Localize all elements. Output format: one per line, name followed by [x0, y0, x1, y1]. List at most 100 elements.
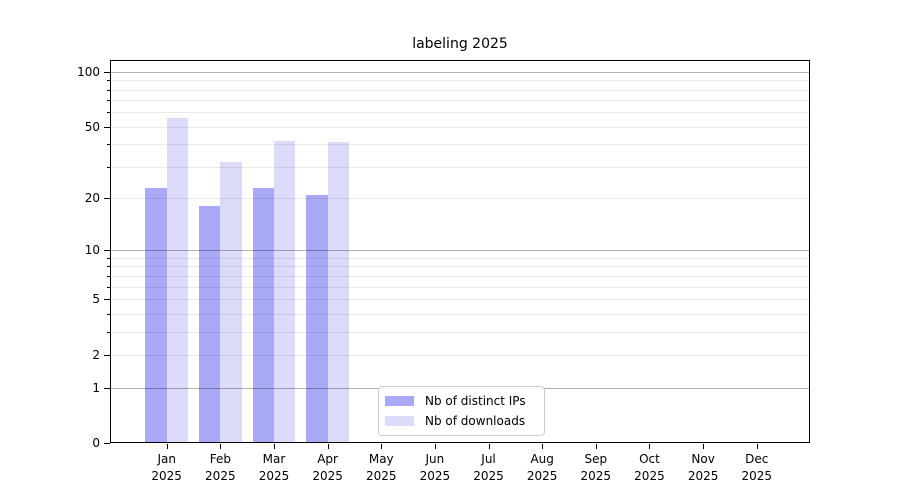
gridline-minor: [111, 286, 809, 288]
gridline-minor: [111, 257, 809, 259]
gridline-minor: [111, 166, 809, 168]
x-tick-label-mar: Mar 2025: [242, 451, 306, 485]
legend-swatch-downloads: [385, 415, 414, 427]
x-tick-month: Jan: [157, 452, 176, 466]
gridline-major: [111, 71, 809, 73]
x-tick-year: 2025: [365, 469, 397, 483]
y-tick-label: 20: [84, 191, 100, 206]
x-tick-month: Nov: [691, 452, 715, 466]
x-tick-year: 2025: [687, 469, 719, 483]
y-minor-tick-mark: [107, 112, 110, 114]
x-tick-label-jul: Jul 2025: [457, 451, 521, 485]
x-tick-label-feb: Feb 2025: [188, 451, 252, 485]
gridline-minor: [111, 266, 809, 268]
x-tick-label-aug: Aug 2025: [510, 451, 574, 485]
x-tick-mark: [166, 444, 168, 449]
x-tick-month: Mar: [262, 452, 286, 466]
y-minor-tick-mark: [107, 275, 110, 277]
gridline-minor: [111, 100, 809, 102]
x-tick-month: Jul: [481, 452, 496, 466]
x-tick-month: Apr: [317, 452, 338, 466]
x-tick-year: 2025: [205, 469, 236, 483]
gridline-minor: [111, 198, 809, 200]
x-tick-year: 2025: [258, 469, 290, 483]
y-tick-label: 2: [92, 347, 100, 362]
gridline-minor: [111, 89, 809, 91]
y-tick-mark: [104, 71, 110, 73]
x-tick-mark: [327, 444, 329, 449]
bar-downloads-jan: [166, 117, 189, 444]
gridline-minor: [111, 354, 809, 356]
x-tick-year: 2025: [580, 469, 612, 483]
x-tick-label-jun: Jun 2025: [403, 451, 467, 485]
x-tick-label-nov: Nov 2025: [671, 451, 735, 485]
x-tick-month: Sep: [584, 452, 608, 466]
legend-swatch-distinct-ips: [385, 395, 414, 407]
y-tick-label: 100: [77, 64, 100, 79]
gridline-minor: [111, 80, 809, 82]
y-minor-tick-mark: [107, 100, 110, 102]
x-tick-year: 2025: [634, 469, 665, 483]
x-tick-month: Feb: [209, 452, 231, 466]
bar-distinct-ips-feb: [198, 206, 221, 444]
gridline-minor: [111, 331, 809, 333]
x-tick-label-oct: Oct 2025: [617, 451, 681, 485]
x-tick-year: 2025: [419, 469, 451, 483]
x-tick-month: Jun: [425, 452, 445, 466]
x-tick-mark: [220, 444, 222, 449]
x-tick-year: 2025: [151, 469, 182, 483]
y-tick-label: 50: [84, 119, 100, 134]
x-tick-mark: [649, 444, 651, 449]
bar-distinct-ips-mar: [252, 187, 274, 444]
y-minor-tick-mark: [107, 166, 110, 168]
gridline-minor: [111, 275, 809, 277]
x-tick-year: 2025: [741, 469, 772, 483]
gridline-minor: [111, 299, 809, 301]
y-minor-tick-mark: [107, 257, 110, 259]
gridline-minor: [111, 112, 809, 114]
x-tick-mark: [756, 444, 758, 449]
x-tick-year: 2025: [473, 469, 504, 483]
gridline-minor: [111, 126, 809, 128]
x-tick-label-sep: Sep 2025: [564, 451, 628, 485]
y-minor-tick-mark: [107, 266, 110, 268]
legend-label: Nb of downloads: [425, 414, 526, 428]
bar-downloads-apr: [327, 142, 349, 444]
gridline-major: [111, 250, 809, 252]
x-tick-label-apr: Apr 2025: [296, 451, 360, 485]
x-tick-mark: [381, 444, 383, 449]
x-tick-month: Aug: [530, 452, 554, 466]
x-tick-label-jan: Jan 2025: [135, 451, 199, 485]
x-tick-mark: [703, 444, 705, 449]
y-minor-tick-mark: [107, 331, 110, 333]
y-tick-label: 5: [92, 292, 100, 307]
y-minor-tick-mark: [107, 313, 110, 315]
legend-label: Nb of distinct IPs: [425, 394, 526, 408]
y-tick-mark: [104, 443, 110, 445]
bar-distinct-ips-apr: [306, 194, 328, 444]
legend-entry: Nb of downloads: [385, 414, 538, 428]
y-minor-tick-mark: [107, 144, 110, 146]
x-tick-month: Oct: [639, 452, 660, 466]
x-tick-mark: [273, 444, 275, 449]
y-tick-mark: [104, 198, 110, 200]
bar-distinct-ips-jan: [145, 187, 167, 444]
x-tick-month: Dec: [745, 452, 769, 466]
x-tick-mark: [542, 444, 544, 449]
y-minor-tick-mark: [107, 89, 110, 91]
y-tick-label: 1: [92, 380, 100, 395]
x-tick-year: 2025: [312, 469, 343, 483]
x-tick-mark: [434, 444, 436, 449]
y-tick-mark: [104, 354, 110, 356]
legend: Nb of distinct IPs Nb of downloads: [378, 386, 545, 436]
x-tick-year: 2025: [526, 469, 558, 483]
gridline-minor: [111, 313, 809, 315]
bar-downloads-feb: [220, 161, 242, 444]
chart-title: labeling 2025: [412, 36, 508, 52]
y-minor-tick-mark: [107, 286, 110, 288]
x-tick-mark: [595, 444, 597, 449]
x-tick-month: May: [368, 452, 394, 466]
y-tick-mark: [104, 126, 110, 128]
y-tick-mark: [104, 299, 110, 301]
